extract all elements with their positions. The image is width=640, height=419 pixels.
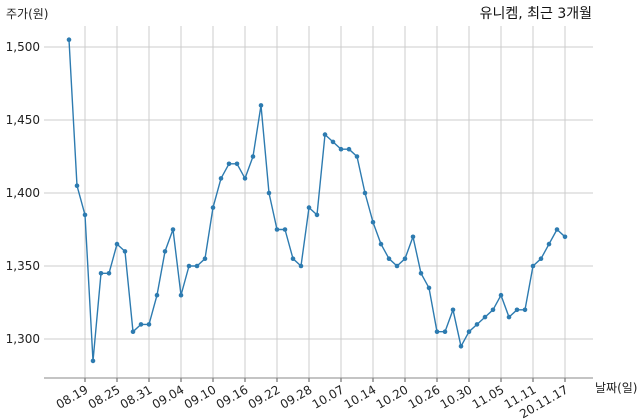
data-point xyxy=(530,263,536,269)
y-tick-label: 1,450 xyxy=(6,113,40,127)
x-tick-label: 10.30 xyxy=(438,382,475,411)
data-point xyxy=(66,37,72,42)
y-tick-label: 1,400 xyxy=(6,186,40,200)
data-point xyxy=(258,103,264,108)
data-point xyxy=(170,227,176,232)
x-tick-label: 09.04 xyxy=(150,382,187,411)
data-point xyxy=(186,263,192,269)
data-point xyxy=(234,161,240,167)
data-point xyxy=(298,263,304,269)
data-point xyxy=(362,190,368,196)
data-point xyxy=(402,256,408,262)
y-tick-label: 1,300 xyxy=(6,332,40,346)
data-point xyxy=(546,241,552,247)
x-tick-label: 08.31 xyxy=(118,382,155,411)
y-tick-label: 1,350 xyxy=(6,259,40,273)
data-point xyxy=(354,154,360,159)
data-point xyxy=(490,307,496,313)
labels: 주가(원) 유니켐, 최근 3개월 날짜(일) xyxy=(6,6,637,395)
data-point xyxy=(330,139,336,145)
data-point xyxy=(434,329,440,335)
x-tick-label: 10.26 xyxy=(406,382,443,411)
data-point xyxy=(386,256,392,262)
data-point xyxy=(458,344,464,349)
data-point xyxy=(450,307,456,313)
data-point xyxy=(474,322,480,327)
data-point xyxy=(538,256,544,262)
data-point xyxy=(242,176,248,181)
y-tick-label: 1,500 xyxy=(6,40,40,54)
data-point xyxy=(194,263,200,269)
x-tick-label: 08.25 xyxy=(86,382,123,411)
chart-title: 유니켐, 최근 3개월 xyxy=(480,6,592,22)
data-point xyxy=(442,329,448,335)
data-point xyxy=(226,161,232,167)
x-tick-label: 08.19 xyxy=(54,382,91,411)
series-line xyxy=(68,39,566,362)
x-tick-label: 09.28 xyxy=(278,382,315,411)
data-point xyxy=(178,292,184,298)
grid xyxy=(44,26,593,378)
x-tick-label: 10.14 xyxy=(342,382,379,411)
data-point xyxy=(274,227,280,232)
data-point xyxy=(74,183,80,188)
data-point xyxy=(370,219,376,225)
data-point xyxy=(130,329,136,335)
data-point xyxy=(562,234,568,240)
data-point xyxy=(314,212,320,218)
x-tick-label: 10.07 xyxy=(310,382,347,411)
data-point xyxy=(394,263,400,269)
x-tick-label: 10.20 xyxy=(374,382,411,411)
data-point xyxy=(378,241,384,247)
data-point xyxy=(290,256,296,262)
series xyxy=(66,37,568,364)
data-point xyxy=(98,271,104,276)
x-tick-label: 09.10 xyxy=(182,382,219,411)
data-point xyxy=(482,314,488,320)
data-point xyxy=(146,322,152,327)
x-axis-label: 날짜(일) xyxy=(595,381,637,395)
data-point xyxy=(506,314,512,320)
x-tick-label: 09.16 xyxy=(214,382,251,411)
data-point xyxy=(114,241,120,247)
data-point xyxy=(106,271,112,276)
data-point xyxy=(210,205,216,210)
data-point xyxy=(554,227,560,232)
data-point xyxy=(514,307,520,313)
data-point xyxy=(82,212,88,218)
data-point xyxy=(522,307,528,313)
x-tick-label: 09.22 xyxy=(246,382,283,411)
data-point xyxy=(266,190,272,196)
x-tick-label: 11.05 xyxy=(470,382,507,411)
data-point xyxy=(202,256,208,262)
data-point xyxy=(466,329,472,335)
data-point xyxy=(410,234,416,240)
y-axis-label: 주가(원) xyxy=(6,7,48,21)
data-point xyxy=(122,249,128,254)
data-point xyxy=(338,146,344,152)
data-point xyxy=(498,292,504,298)
data-point xyxy=(282,227,288,232)
data-point xyxy=(162,249,168,254)
data-point xyxy=(138,322,144,327)
data-point xyxy=(218,176,224,181)
data-point xyxy=(346,146,352,152)
data-point xyxy=(322,132,328,137)
data-point xyxy=(90,358,96,364)
data-point xyxy=(306,205,312,210)
data-point xyxy=(154,292,160,298)
data-point xyxy=(250,154,256,159)
data-point xyxy=(418,271,424,276)
data-point xyxy=(426,285,432,291)
